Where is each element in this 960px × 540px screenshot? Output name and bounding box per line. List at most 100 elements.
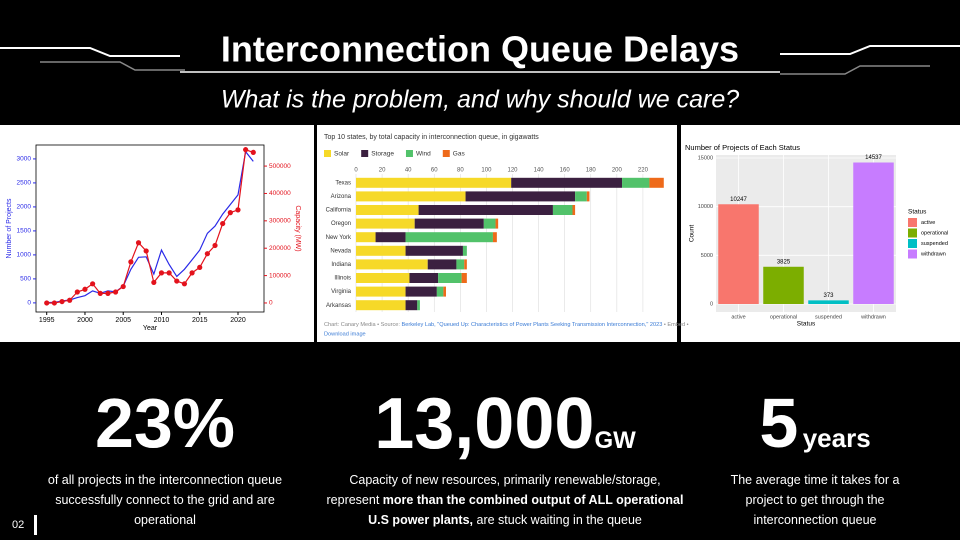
bar-segment — [409, 273, 439, 283]
bar-segment — [356, 218, 415, 229]
plot-frame — [35, 144, 265, 313]
point — [97, 290, 103, 296]
point — [235, 207, 241, 213]
value-label: 14537 — [865, 155, 882, 161]
point — [197, 264, 203, 270]
point — [135, 240, 142, 246]
header-decoration — [0, 45, 960, 75]
x-tick-label: 2010 — [154, 317, 170, 324]
y-tick-label: 15000 — [698, 155, 713, 161]
point — [250, 149, 256, 155]
x-tick-label: 140 — [534, 168, 545, 174]
point — [74, 289, 80, 295]
bar-segment — [438, 273, 462, 283]
point — [189, 270, 195, 276]
bar — [853, 162, 894, 304]
bar-segment — [356, 232, 376, 243]
stat-figure: 5 years — [715, 388, 915, 458]
x-tick-label: operational — [770, 314, 797, 320]
bar-segment — [462, 245, 467, 256]
stat-figure: 13,000GW — [325, 388, 685, 460]
y-axis-label: Number of Projects — [6, 198, 13, 258]
x-tick-label: 2000 — [77, 317, 93, 324]
legend-label: Gas — [453, 151, 466, 158]
x-tick-label: 2015 — [192, 317, 208, 324]
point — [90, 281, 96, 287]
source-part[interactable]: Berkeley Lab, "Queued Up: Characteristic… — [402, 322, 663, 328]
y-tick-label: Nevada — [330, 248, 351, 254]
point — [128, 259, 134, 265]
bar-segment — [418, 205, 553, 215]
stat-description: of all projects in the interconnection q… — [47, 473, 283, 527]
desc-bold: more than the combined output of ALL ope… — [368, 493, 684, 527]
x-tick-label: 40 — [405, 168, 412, 174]
y-tick-label: 1500 — [17, 228, 32, 235]
x-axis-label: Status — [797, 321, 816, 328]
bar-segment — [572, 205, 576, 215]
bar-segment — [405, 286, 437, 297]
point — [181, 281, 188, 287]
bar-segment — [356, 273, 410, 283]
legend-label: Wind — [416, 151, 431, 158]
y-tick-label: 0 — [27, 300, 31, 307]
chart-title: Top 10 states, by total capacity in inte… — [324, 134, 539, 141]
y2-tick-label: 500000 — [269, 163, 291, 170]
point — [174, 278, 180, 284]
desc-text: are stuck waiting in the queue — [473, 513, 642, 527]
source-part[interactable]: • Embed • — [662, 322, 688, 328]
point — [143, 248, 149, 254]
y2-axis-label: Capacity (MW) — [294, 205, 301, 251]
stat-figure: 23% — [94, 384, 236, 462]
x-tick-label: 2005 — [115, 317, 131, 324]
bar-segment — [436, 286, 444, 297]
y-tick-label: 3000 — [17, 156, 32, 163]
source-note: Chart: Canary Media • Source: Berkeley L… — [324, 322, 689, 328]
download-link[interactable]: Download image — [324, 331, 366, 337]
stat-number: 5 — [759, 384, 799, 462]
y-tick-label: New York — [326, 235, 352, 241]
bar-segment — [465, 191, 576, 202]
stat: 5 years The average time it takes for a … — [715, 388, 915, 530]
bar-segment — [456, 259, 465, 270]
stat-unit: years — [802, 423, 871, 453]
point — [51, 300, 57, 306]
bar — [718, 204, 759, 304]
x-tick-label: 2020 — [230, 317, 246, 324]
y-tick-label: Indiana — [331, 262, 351, 268]
bar-segment — [417, 300, 420, 311]
value-label: 3825 — [777, 259, 791, 265]
x-tick-label: 180 — [586, 168, 597, 174]
y-tick-label: Oregon — [331, 221, 351, 227]
x-axis-label: Year — [143, 325, 158, 332]
bar-segment — [405, 300, 418, 311]
bar-segment — [405, 232, 493, 243]
deco-line — [780, 45, 960, 55]
bar-segment — [586, 191, 590, 202]
x-tick-label: 1995 — [39, 317, 55, 324]
legend-key — [908, 239, 917, 248]
y-tick-label: 500 — [20, 276, 31, 283]
stat: 13,000GW Capacity of new resources, prim… — [325, 388, 685, 530]
point — [227, 210, 233, 216]
x-tick-label: suspended — [815, 314, 842, 320]
bar-segment — [464, 259, 467, 270]
bar-segment — [356, 300, 406, 311]
stat: 23% of all projects in the interconnecti… — [40, 388, 290, 530]
stat-number: 13,000 — [374, 384, 595, 464]
x-tick-label: 20 — [379, 168, 386, 174]
bar-segment — [622, 177, 650, 188]
bar-segment — [511, 177, 623, 188]
point — [212, 242, 218, 249]
point — [59, 298, 65, 305]
stat-description: Capacity of new resources, primarily ren… — [325, 470, 685, 530]
legend-label: operational — [921, 230, 948, 236]
source-part: Chart: Canary Media • Source: — [324, 322, 402, 328]
y-tick-label: Arkansas — [326, 303, 351, 309]
point — [82, 286, 88, 292]
bar-segment — [575, 191, 587, 202]
bar-segment — [375, 232, 406, 243]
bar-segment — [356, 245, 406, 256]
legend-label: Storage — [371, 151, 394, 158]
x-tick-label: 200 — [612, 168, 623, 174]
stat-unit: GW — [594, 427, 636, 454]
